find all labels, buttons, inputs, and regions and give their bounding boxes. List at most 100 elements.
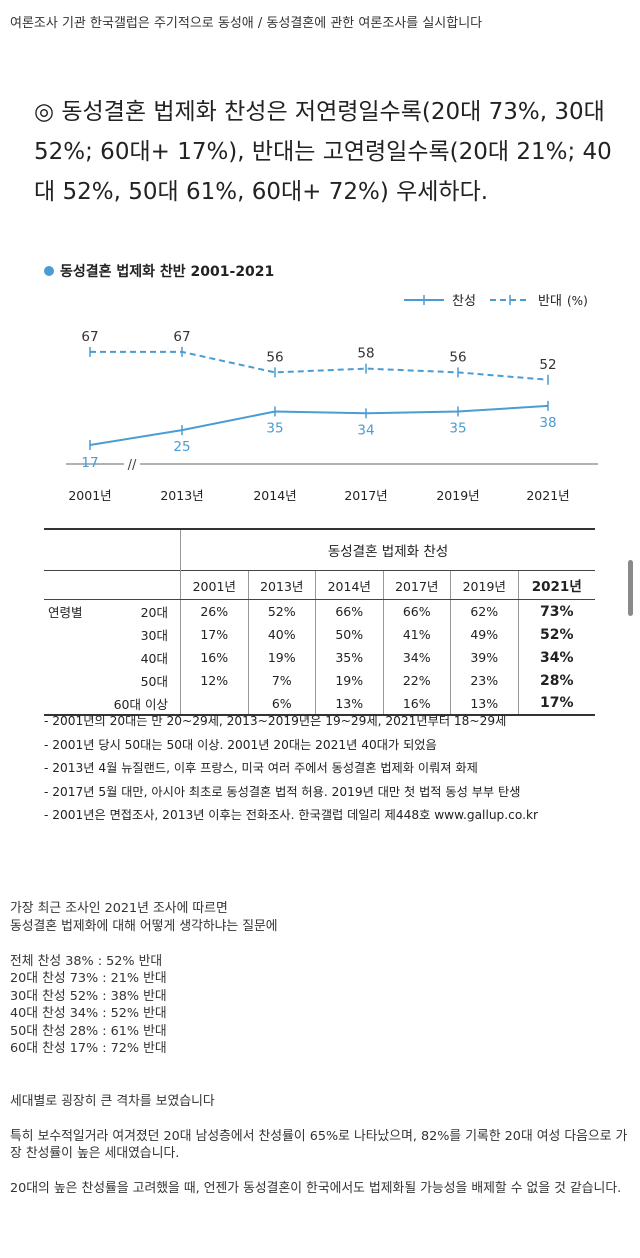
chart-title-text: 동성결혼 법제화 찬반 2001-2021 bbox=[60, 264, 275, 280]
table-year-corner bbox=[44, 570, 181, 600]
table-cell: 34% bbox=[517, 646, 595, 669]
bullet-dot-icon bbox=[44, 266, 54, 276]
table-cell: 28% bbox=[517, 669, 595, 692]
stat-line: 40대 찬성 34% : 52% 반대 bbox=[10, 1006, 167, 1021]
data-label: 35 bbox=[449, 420, 466, 436]
table-cell: 34% bbox=[382, 646, 451, 669]
data-label: 34 bbox=[357, 422, 374, 438]
scrollbar-thumb[interactable] bbox=[628, 560, 633, 616]
table-cell: 19% bbox=[247, 646, 316, 669]
stat-line: 20대 찬성 73% : 21% 반대 bbox=[10, 971, 167, 986]
table-year-header: 2013년 bbox=[247, 570, 316, 600]
row-group-label bbox=[44, 669, 98, 692]
table-cell: 50% bbox=[315, 623, 383, 646]
data-label: 17 bbox=[81, 455, 98, 471]
body-paragraph: 특히 보수적일거라 여겨졌던 20대 남성층에서 찬성률이 65%로 나타났으며… bbox=[10, 1128, 628, 1162]
x-tick-label: 2021년 bbox=[526, 488, 569, 503]
row-age-label: 50대 bbox=[140, 674, 168, 689]
stat-line: 전체 찬성 38% : 52% 반대 bbox=[10, 953, 163, 969]
x-tick-label: 2013년 bbox=[160, 488, 203, 503]
table-cell: 66% bbox=[315, 599, 383, 623]
body-paragraph: 20대의 높은 찬성률을 고려했을 때, 언젠가 동성결혼이 한국에서도 법제화… bbox=[10, 1181, 622, 1196]
body-line: 가장 최근 조사인 2021년 조사에 따르면 bbox=[10, 901, 228, 916]
table-cell: 6% bbox=[247, 692, 316, 716]
row-age-label: 30대 bbox=[140, 628, 168, 643]
footnote-line: - 2013년 4월 뉴질랜드, 이후 프랑스, 미국 여러 주에서 동성결혼 … bbox=[44, 761, 478, 775]
table-cell: 23% bbox=[450, 669, 518, 692]
body-line: 동성결혼 법제화에 대해 어떻게 생각하냐는 질문에 bbox=[10, 918, 278, 934]
x-tick-label: 2017년 bbox=[344, 488, 387, 503]
chart-title: 동성결혼 법제화 찬반 2001-2021 bbox=[44, 261, 274, 281]
x-tick-label: 2014년 bbox=[253, 488, 296, 503]
legend-label-oppose: 반대 bbox=[538, 294, 562, 309]
table-cell: 39% bbox=[450, 646, 518, 669]
series-line-approve bbox=[89, 404, 549, 446]
table-cell: 35% bbox=[315, 646, 383, 669]
table-cell: 41% bbox=[382, 623, 451, 646]
body-paragraph: 세대별로 굉장히 큰 격차를 보였습니다 bbox=[10, 1093, 215, 1109]
legend-unit: (%) bbox=[567, 294, 588, 308]
table-cell: 17% bbox=[517, 692, 595, 716]
axis-break-mark: // bbox=[128, 458, 137, 473]
x-tick-label: 2019년 bbox=[436, 488, 479, 503]
stat-line: 30대 찬성 52% : 38% 반대 bbox=[10, 988, 167, 1004]
footnotes: - 2001년의 20대는 만 20~29세, 2013~2019년은 19~2… bbox=[44, 710, 538, 828]
row-age-label: 20대 bbox=[140, 605, 168, 620]
table-year-header: 2017년 bbox=[382, 570, 451, 600]
table-cell: 13% bbox=[450, 692, 518, 716]
data-label: 67 bbox=[173, 329, 190, 345]
article-body: 가장 최근 조사인 2021년 조사에 따르면 동성결혼 법제화에 대해 어떻게… bbox=[10, 900, 632, 1198]
data-label: 25 bbox=[173, 439, 190, 455]
series-line-oppose bbox=[90, 350, 549, 381]
data-label: 67 bbox=[81, 329, 98, 345]
table-cell: 49% bbox=[450, 623, 518, 646]
table-cell: 13% bbox=[315, 692, 383, 716]
table-cell: 16% bbox=[180, 646, 248, 669]
table-cell: 19% bbox=[315, 669, 383, 692]
intro-text: 여론조사 기관 한국갤럽은 주기적으로 동성애 / 동성결혼에 관한 여론조사를… bbox=[10, 16, 483, 31]
table-cell bbox=[180, 692, 248, 716]
row-group-label bbox=[44, 692, 98, 716]
table-cell: 7% bbox=[247, 669, 316, 692]
x-tick-label: 2001년 bbox=[68, 488, 111, 503]
table-cell: 52% bbox=[517, 623, 595, 646]
table-cell: 66% bbox=[382, 599, 451, 623]
stat-line: 60대 찬성 17% : 72% 반대 bbox=[10, 1041, 167, 1056]
data-table: 동성결혼 법제화 찬성 2001년 2013년 2014년 2017년 2019년 202… bbox=[44, 528, 595, 716]
data-label: 35 bbox=[266, 420, 283, 436]
table-year-header: 2014년 bbox=[315, 570, 383, 600]
data-label: 38 bbox=[539, 415, 556, 431]
table-year-header: 2019년 bbox=[450, 570, 518, 600]
table-year-header: 2021년 bbox=[517, 570, 595, 600]
table-cell: 52% bbox=[247, 599, 316, 623]
table-row: 60대 이상 6% 13% 16% 13% 17% bbox=[44, 692, 595, 716]
table-header: 동성결혼 법제화 찬성 bbox=[180, 528, 595, 571]
line-chart: // 2001년 2013년 2014년 2017년 2019년 2021년 17 25 35 34… bbox=[66, 294, 598, 503]
table-year-header: 2001년 bbox=[180, 570, 248, 600]
row-group-label: 연령별 bbox=[48, 605, 83, 620]
footnote-line: - 2001년의 20대는 만 20~29세, 2013~2019년은 19~2… bbox=[44, 714, 507, 728]
table-corner bbox=[44, 528, 181, 571]
row-group-label bbox=[44, 646, 98, 669]
data-label: 56 bbox=[449, 349, 466, 365]
table-cell: 17% bbox=[180, 623, 248, 646]
table-cell: 22% bbox=[382, 669, 451, 692]
stats-list: 전체 찬성 38% : 52% 반대 20대 찬성 73% : 21% 반대 30대… bbox=[10, 953, 632, 1058]
table-row: 30대 17% 40% 50% 41% 49% 52% bbox=[44, 623, 595, 646]
footnote-line: - 2017년 5월 대만, 아시아 최초로 동성결혼 법적 허용. 2019년… bbox=[44, 784, 521, 799]
table-cell: 26% bbox=[180, 599, 248, 623]
table-row: 50대 12% 7% 19% 22% 23% 28% bbox=[44, 669, 595, 692]
table-cell: 73% bbox=[517, 599, 595, 623]
stat-line: 50대 찬성 28% : 61% 반대 bbox=[10, 1023, 167, 1039]
table-cell: 62% bbox=[450, 599, 518, 623]
legend-label-approve: 찬성 bbox=[452, 294, 476, 309]
table-cell: 40% bbox=[247, 623, 316, 646]
row-age-label: 60대 이상 bbox=[98, 692, 181, 716]
headline: ◎ 동성결혼 법제화 찬성은 저연령일수록(20대 73%, 30대 52%; … bbox=[34, 99, 612, 205]
table-cell: 12% bbox=[180, 669, 248, 692]
table-row: 40대 16% 19% 35% 34% 39% 34% bbox=[44, 646, 595, 669]
footnote-line: - 2001년 당시 50대는 50대 이상. 2001년 20대는 2021년… bbox=[44, 737, 437, 752]
footnote-line: - 2001년은 면접조사, 2013년 이후는 전화조사. 한국갤럽 데일리 … bbox=[44, 808, 539, 822]
row-age-label: 40대 bbox=[140, 651, 168, 666]
data-label: 56 bbox=[266, 349, 283, 365]
